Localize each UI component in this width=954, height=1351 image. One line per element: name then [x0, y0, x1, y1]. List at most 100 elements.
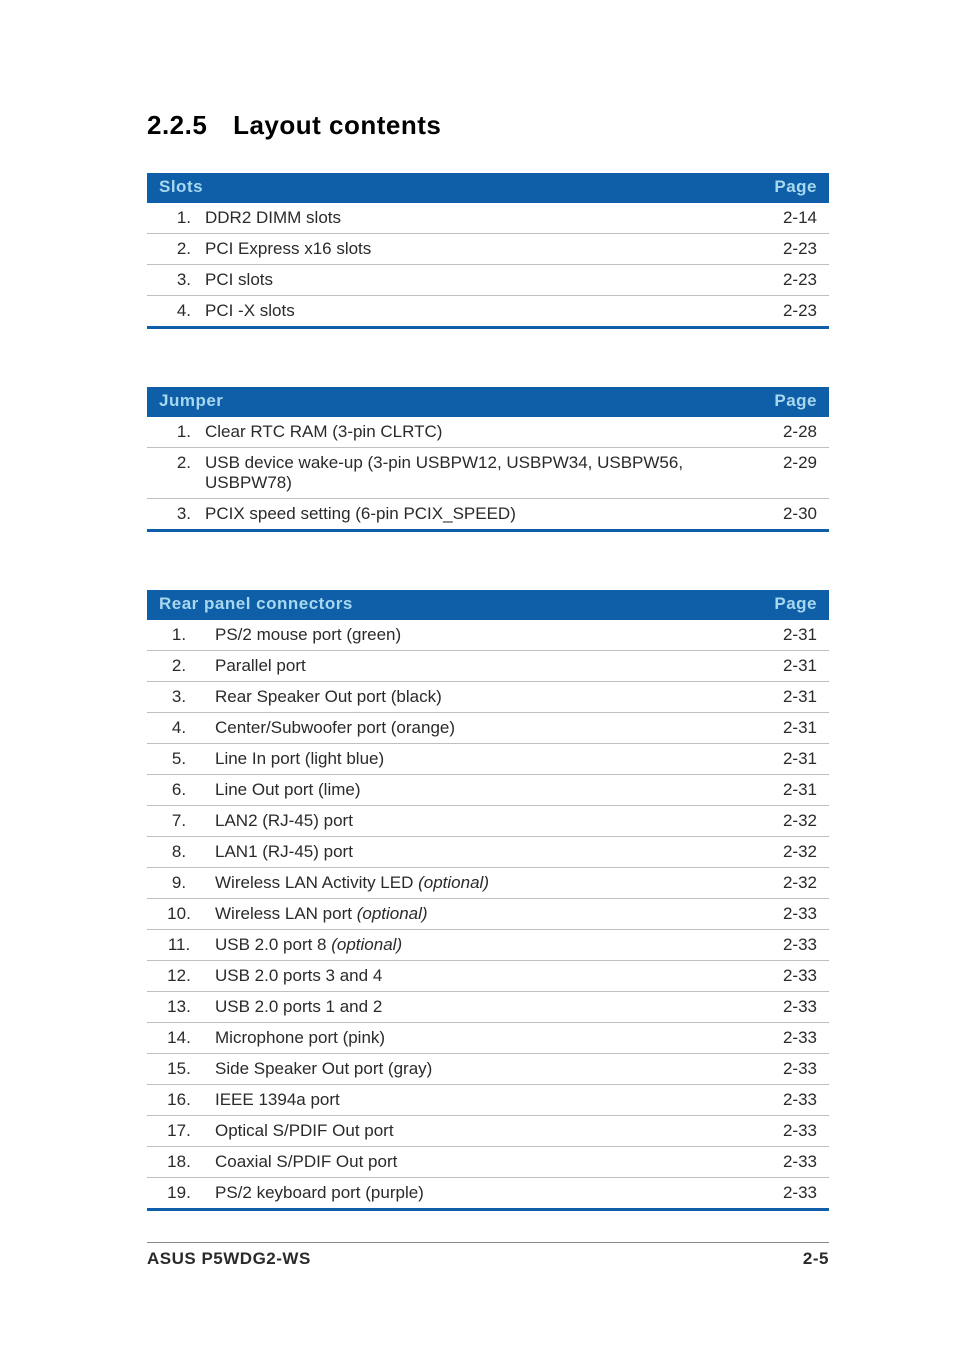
row-page: 2-14 — [749, 203, 829, 234]
table-row: 4.PCI -X slots2-23 — [147, 296, 829, 328]
section-title: 2.2.5 Layout contents — [147, 110, 829, 141]
row-number: 5. — [147, 744, 203, 775]
row-page: 2-31 — [749, 620, 829, 651]
table-row: 9.Wireless LAN Activity LED (optional)2-… — [147, 868, 829, 899]
table-row: 1.DDR2 DIMM slots2-14 — [147, 203, 829, 234]
table-row: 10.Wireless LAN port (optional)2-33 — [147, 899, 829, 930]
row-page: 2-30 — [749, 499, 829, 531]
row-number: 8. — [147, 837, 203, 868]
row-page: 2-33 — [749, 1085, 829, 1116]
row-number: 9. — [147, 868, 203, 899]
table-row: 14.Microphone port (pink)2-33 — [147, 1023, 829, 1054]
section-title-text: Layout contents — [233, 110, 441, 140]
row-page: 2-31 — [749, 775, 829, 806]
table-row: 7.LAN2 (RJ-45) port2-32 — [147, 806, 829, 837]
table-row: 11.USB 2.0 port 8 (optional)2-33 — [147, 930, 829, 961]
optional-label: (optional) — [357, 904, 428, 923]
row-number: 3. — [147, 265, 193, 296]
footer-right: 2-5 — [803, 1249, 829, 1269]
row-description: Line Out port (lime) — [203, 775, 749, 806]
table-row: 2.Parallel port2-31 — [147, 651, 829, 682]
row-page: 2-33 — [749, 1178, 829, 1210]
table-row: 3.PCI slots2-23 — [147, 265, 829, 296]
rear-header-page: Page — [749, 590, 829, 620]
table-row: 16.IEEE 1394a port2-33 — [147, 1085, 829, 1116]
table-row: 4.Center/Subwoofer port (orange)2-31 — [147, 713, 829, 744]
row-description: Microphone port (pink) — [203, 1023, 749, 1054]
slots-header-page: Page — [749, 173, 829, 203]
table-row: 6.Line Out port (lime)2-31 — [147, 775, 829, 806]
row-page: 2-33 — [749, 1054, 829, 1085]
row-description: LAN2 (RJ-45) port — [203, 806, 749, 837]
row-number: 1. — [147, 620, 203, 651]
row-description: PCI slots — [193, 265, 749, 296]
row-number: 13. — [147, 992, 203, 1023]
jumper-header-label: Jumper — [147, 387, 749, 417]
slots-table: Slots Page 1.DDR2 DIMM slots2-142.PCI Ex… — [147, 173, 829, 329]
row-page: 2-33 — [749, 1023, 829, 1054]
row-description: PCI Express x16 slots — [193, 234, 749, 265]
row-description: Side Speaker Out port (gray) — [203, 1054, 749, 1085]
row-page: 2-23 — [749, 234, 829, 265]
row-number: 14. — [147, 1023, 203, 1054]
jumper-table: Jumper Page 1.Clear RTC RAM (3-pin CLRTC… — [147, 387, 829, 532]
row-description: LAN1 (RJ-45) port — [203, 837, 749, 868]
row-number: 2. — [147, 448, 193, 499]
table-row: 3.Rear Speaker Out port (black)2-31 — [147, 682, 829, 713]
row-page: 2-31 — [749, 651, 829, 682]
slots-header-label: Slots — [147, 173, 749, 203]
row-number: 3. — [147, 682, 203, 713]
row-number: 15. — [147, 1054, 203, 1085]
row-number: 1. — [147, 417, 193, 448]
row-page: 2-31 — [749, 682, 829, 713]
row-number: 16. — [147, 1085, 203, 1116]
row-number: 1. — [147, 203, 193, 234]
row-description: DDR2 DIMM slots — [193, 203, 749, 234]
row-description: USB 2.0 ports 3 and 4 — [203, 961, 749, 992]
section-number: 2.2.5 — [147, 110, 207, 140]
row-description: Parallel port — [203, 651, 749, 682]
row-page: 2-33 — [749, 961, 829, 992]
table-row: 12.USB 2.0 ports 3 and 42-33 — [147, 961, 829, 992]
row-description: Optical S/PDIF Out port — [203, 1116, 749, 1147]
row-page: 2-31 — [749, 744, 829, 775]
row-number: 2. — [147, 234, 193, 265]
optional-label: (optional) — [418, 873, 489, 892]
row-number: 11. — [147, 930, 203, 961]
row-number: 7. — [147, 806, 203, 837]
row-description: USB device wake-up (3-pin USBPW12, USBPW… — [193, 448, 749, 499]
footer-left: ASUS P5WDG2-WS — [147, 1249, 311, 1269]
row-number: 4. — [147, 713, 203, 744]
row-page: 2-32 — [749, 868, 829, 899]
optional-label: (optional) — [331, 935, 402, 954]
row-description: Center/Subwoofer port (orange) — [203, 713, 749, 744]
table-row: 15.Side Speaker Out port (gray)2-33 — [147, 1054, 829, 1085]
row-number: 19. — [147, 1178, 203, 1210]
table-row: 19.PS/2 keyboard port (purple)2-33 — [147, 1178, 829, 1210]
row-description: PS/2 keyboard port (purple) — [203, 1178, 749, 1210]
row-description: Rear Speaker Out port (black) — [203, 682, 749, 713]
row-description: Clear RTC RAM (3-pin CLRTC) — [193, 417, 749, 448]
row-page: 2-32 — [749, 837, 829, 868]
row-description: PCIX speed setting (6-pin PCIX_SPEED) — [193, 499, 749, 531]
row-description: USB 2.0 ports 1 and 2 — [203, 992, 749, 1023]
row-description: Line In port (light blue) — [203, 744, 749, 775]
row-description: USB 2.0 port 8 (optional) — [203, 930, 749, 961]
table-row: 17.Optical S/PDIF Out port2-33 — [147, 1116, 829, 1147]
row-page: 2-33 — [749, 1147, 829, 1178]
row-description: PCI -X slots — [193, 296, 749, 328]
row-page: 2-32 — [749, 806, 829, 837]
row-page: 2-33 — [749, 992, 829, 1023]
table-row: 5.Line In port (light blue)2-31 — [147, 744, 829, 775]
table-row: 1.Clear RTC RAM (3-pin CLRTC)2-28 — [147, 417, 829, 448]
table-row: 8.LAN1 (RJ-45) port2-32 — [147, 837, 829, 868]
row-number: 3. — [147, 499, 193, 531]
rear-connectors-table: Rear panel connectors Page 1.PS/2 mouse … — [147, 590, 829, 1211]
row-number: 6. — [147, 775, 203, 806]
row-description: PS/2 mouse port (green) — [203, 620, 749, 651]
table-row: 18.Coaxial S/PDIF Out port2-33 — [147, 1147, 829, 1178]
row-page: 2-23 — [749, 265, 829, 296]
row-description: Wireless LAN port (optional) — [203, 899, 749, 930]
row-number: 2. — [147, 651, 203, 682]
table-row: 1.PS/2 mouse port (green)2-31 — [147, 620, 829, 651]
